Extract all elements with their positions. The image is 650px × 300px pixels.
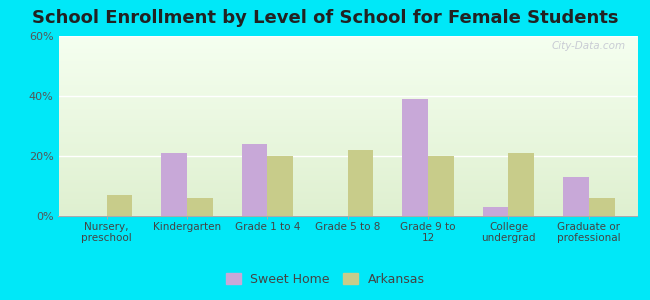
Bar — [107, 195, 133, 216]
Bar — [348, 150, 374, 216]
Text: School Enrollment by Level of School for Female Students: School Enrollment by Level of School for… — [32, 9, 618, 27]
Bar — [402, 99, 428, 216]
Bar — [267, 156, 293, 216]
Bar — [187, 198, 213, 216]
Bar — [428, 156, 454, 216]
Bar — [563, 177, 589, 216]
Bar — [242, 144, 267, 216]
Bar — [161, 153, 187, 216]
Bar — [508, 153, 534, 216]
Bar — [483, 207, 508, 216]
Text: City-Data.com: City-Data.com — [551, 41, 625, 51]
Legend: Sweet Home, Arkansas: Sweet Home, Arkansas — [220, 268, 430, 291]
Bar — [589, 198, 614, 216]
